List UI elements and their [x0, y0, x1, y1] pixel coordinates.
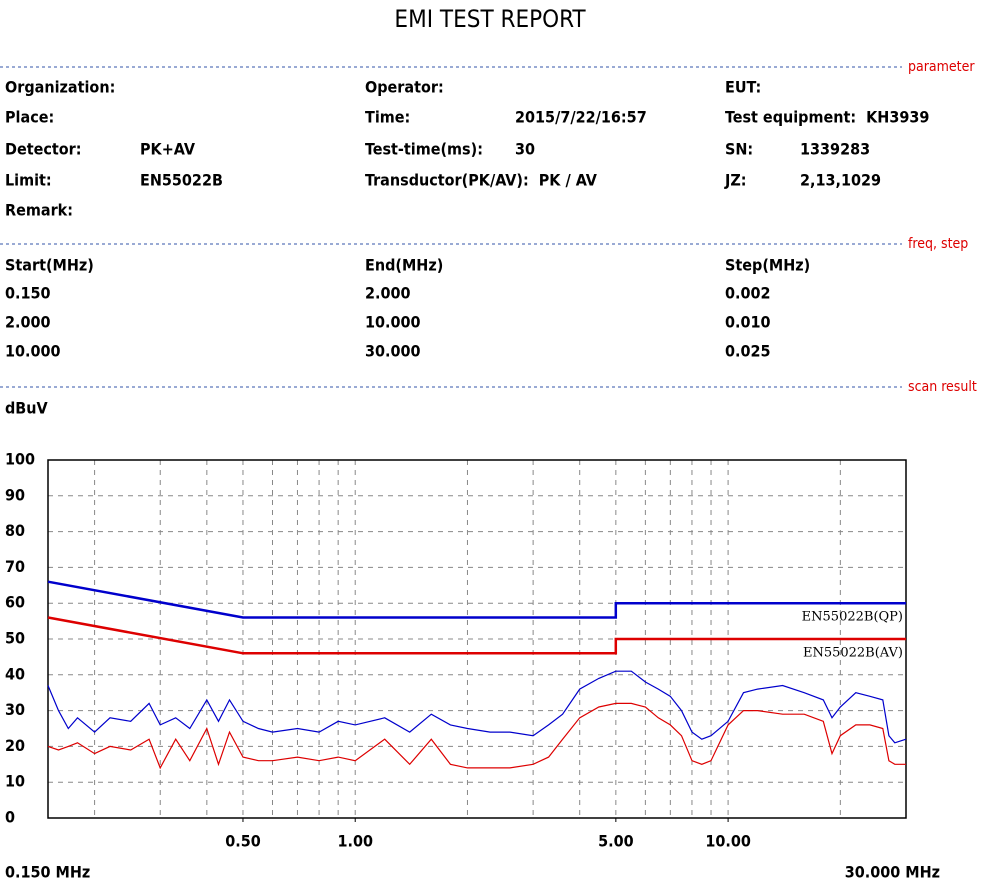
- table-header: Start(MHz): [5, 256, 94, 275]
- y-tick-label: 90: [5, 485, 25, 504]
- y-tick-label: 20: [5, 736, 25, 755]
- field-value: 2015/7/22/16:57: [515, 108, 647, 127]
- x-end-label: 30.000 MHz: [845, 863, 940, 882]
- field-value: KH3939: [866, 108, 929, 127]
- y-tick-label: 10: [5, 772, 25, 791]
- table-cell: 0.002: [725, 284, 771, 303]
- y-tick-label: 60: [5, 593, 25, 612]
- table-header: End(MHz): [365, 256, 443, 275]
- y-tick-label: 80: [5, 521, 25, 540]
- x-start-label: 0.150 MHz: [5, 863, 90, 882]
- field-value: PK / AV: [539, 171, 598, 190]
- field-value: PK+AV: [140, 140, 196, 159]
- y-tick-label: 30: [5, 700, 25, 719]
- table-header: Step(MHz): [725, 256, 810, 275]
- series-line: [47, 670, 907, 744]
- section-label: scan result: [908, 379, 977, 395]
- table-cell: 10.000: [365, 313, 421, 332]
- field-label: JZ:: [724, 171, 747, 190]
- y-axis-label: dBuV: [5, 399, 49, 418]
- field-value: 1339283: [800, 140, 870, 159]
- field-label: Detector:: [5, 140, 82, 159]
- field-label: Operator:: [365, 78, 444, 97]
- table-cell: 30.000: [365, 342, 421, 361]
- field-label: Organization:: [5, 78, 115, 97]
- field-value: 2,13,1029: [800, 171, 881, 190]
- field-label: Test-time(ms):: [365, 140, 483, 159]
- section-label: freq, step: [908, 236, 968, 252]
- report-title: EMI TEST REPORT: [394, 5, 586, 33]
- y-tick-label: 70: [5, 557, 25, 576]
- x-tick-label: 5.00: [598, 832, 634, 851]
- field-label: Limit:: [5, 171, 52, 190]
- table-cell: 0.025: [725, 342, 771, 361]
- field-label: Transductor(PK/AV):: [365, 171, 529, 190]
- y-tick-label: 50: [5, 629, 25, 648]
- field-label: Test equipment:: [725, 108, 856, 127]
- section-label: parameter: [908, 59, 975, 75]
- field-label: Time:: [365, 108, 410, 127]
- x-tick-label: 1.00: [337, 832, 373, 851]
- y-tick-label: 40: [5, 664, 25, 683]
- field-label: Remark:: [5, 201, 73, 220]
- field-label: Place:: [5, 108, 54, 127]
- series-label: EN55022B(QP): [802, 610, 903, 625]
- x-tick-label: 0.50: [225, 832, 261, 851]
- table-cell: 10.000: [5, 342, 61, 361]
- table-cell: 0.010: [725, 313, 771, 332]
- series-line: [47, 702, 906, 770]
- field-label: EUT:: [725, 78, 761, 97]
- series-label: EN55022B(AV): [803, 646, 903, 661]
- y-tick-label: 0: [5, 808, 15, 827]
- series-line: [47, 580, 906, 619]
- table-cell: 0.150: [5, 284, 51, 303]
- table-cell: 2.000: [5, 313, 51, 332]
- series-line: [47, 616, 906, 655]
- field-value: EN55022B: [140, 171, 223, 190]
- field-label: SN:: [725, 140, 753, 159]
- table-cell: 2.000: [365, 284, 411, 303]
- y-tick-label: 100: [5, 450, 35, 469]
- field-value: 30: [515, 140, 535, 159]
- x-tick-label: 10.00: [705, 832, 751, 851]
